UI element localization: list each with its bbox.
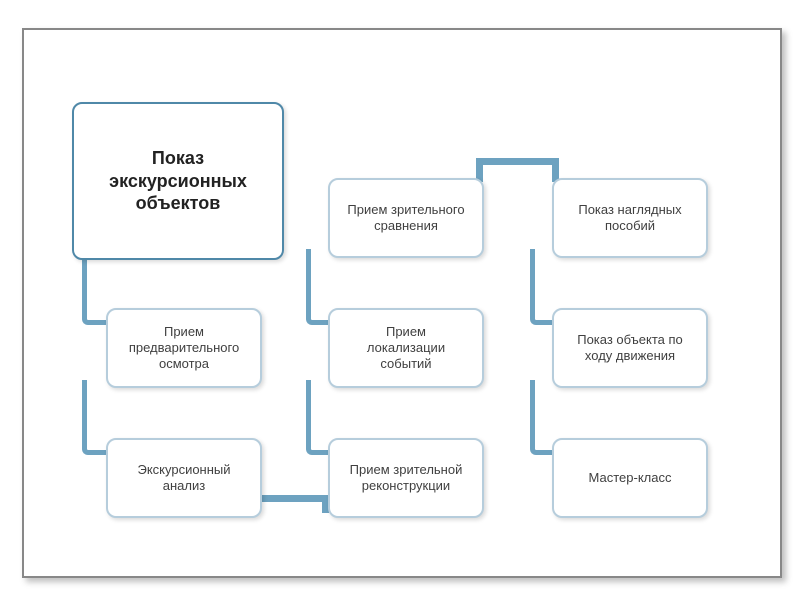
node-n7-label: Показ объекта походу движения [577,332,683,365]
node-n4: Приемлокализациисобытий [328,308,484,388]
edge-n5-n6-h [480,158,556,165]
node-n5: Прием зрительногосравнения [328,178,484,258]
node-n6-label: Показ наглядныхпособий [578,202,681,235]
node-n3: Прием зрительнойреконструкции [328,438,484,518]
node-n8-label: Мастер-класс [589,470,672,486]
node-n8: Мастер-класс [552,438,708,518]
node-n6: Показ наглядныхпособий [552,178,708,258]
node-n1: Приемпредварительногоосмотра [106,308,262,388]
node-n7: Показ объекта походу движения [552,308,708,388]
node-n2: Экскурсионныйанализ [106,438,262,518]
node-n3-label: Прием зрительнойреконструкции [350,462,463,495]
node-n4-label: Приемлокализациисобытий [367,324,445,373]
node-title-label: Показэкскурсионныхобъектов [109,147,247,215]
node-n2-label: Экскурсионныйанализ [137,462,230,495]
node-title: Показэкскурсионныхобъектов [72,102,284,260]
edge-n2-n3 [256,495,326,502]
node-n1-label: Приемпредварительногоосмотра [129,324,239,373]
diagram-frame: Показэкскурсионныхобъектов Приемпредвари… [22,28,782,578]
node-n5-label: Прием зрительногосравнения [347,202,464,235]
